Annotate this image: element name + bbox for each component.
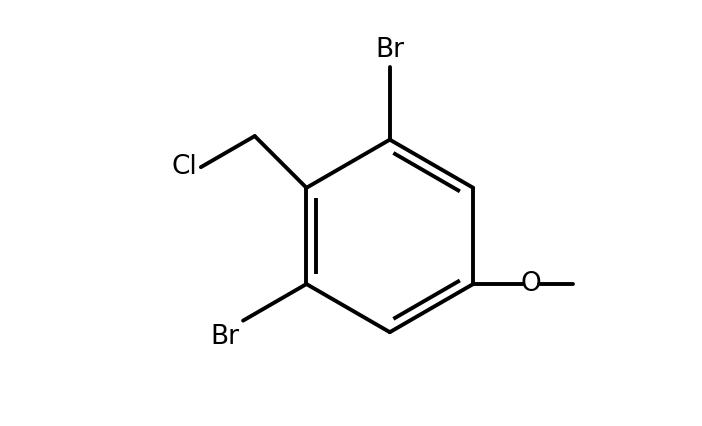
Text: O: O (521, 271, 541, 297)
Text: Cl: Cl (171, 154, 197, 180)
Text: Br: Br (376, 37, 404, 63)
Text: Br: Br (211, 324, 239, 350)
